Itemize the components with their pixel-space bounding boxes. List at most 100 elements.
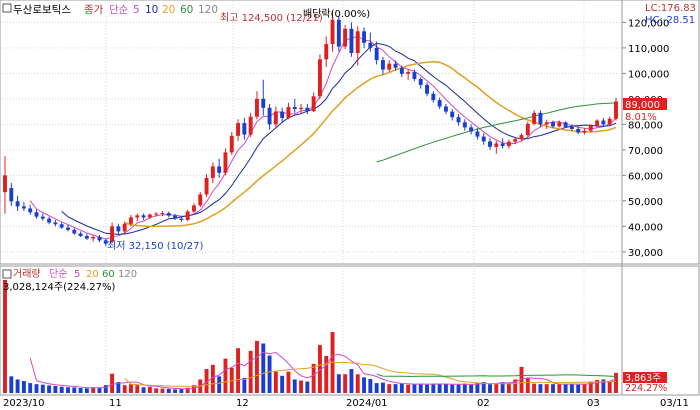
candle-body <box>97 237 102 241</box>
candle-body <box>595 120 600 126</box>
volume-bar <box>494 383 499 393</box>
last-volume: 3,863주 <box>625 373 661 384</box>
candle-body <box>506 141 511 147</box>
candle-body <box>569 126 574 129</box>
volume-ma-60-line <box>376 373 617 377</box>
date-tick-label: 03/11 <box>660 398 689 409</box>
candle-body <box>614 101 618 119</box>
candle-body <box>223 152 228 173</box>
volume-bar <box>28 383 33 393</box>
volume-bar <box>557 384 562 393</box>
volume-bar <box>47 385 52 393</box>
volume-bar <box>406 384 411 393</box>
candle-body <box>116 226 121 232</box>
candle-body <box>412 72 417 79</box>
volume-bar <box>286 371 291 393</box>
stock-name: 두산로보틱스 <box>13 4 71 16</box>
candle-body <box>299 107 304 110</box>
candle-body <box>494 143 499 147</box>
candle-body <box>236 123 241 136</box>
candle-body <box>292 107 297 110</box>
ma-60-label: 60 <box>180 4 193 16</box>
volume-bar <box>154 388 159 393</box>
candle-body <box>129 217 133 224</box>
volume-bar <box>324 356 329 393</box>
volume-bar <box>595 379 600 393</box>
candle-body <box>311 96 316 112</box>
candle-body <box>15 201 20 207</box>
candle-body <box>286 107 291 118</box>
volume-bar <box>399 383 404 393</box>
volume-bar <box>362 377 366 393</box>
candle-body <box>173 215 178 219</box>
candle-body <box>437 100 442 107</box>
volume-ma-20-line <box>124 361 617 387</box>
candle-body <box>160 213 165 215</box>
volume-label: 거래량 <box>13 268 41 280</box>
candle-body <box>66 227 70 230</box>
date-axis: 2023/10 11 12 2024/01 02 03 03/11 <box>3 398 689 409</box>
price-tick-label: 50,000 <box>628 197 663 208</box>
candle-body <box>576 128 581 133</box>
price-tick-label: 100,000 <box>628 69 669 80</box>
candle-body <box>229 135 234 153</box>
volume-bar <box>129 384 133 393</box>
volume-bar <box>9 376 14 393</box>
candle-series <box>3 10 618 247</box>
candle-body <box>450 111 455 118</box>
volume-bar <box>255 340 259 393</box>
candle-body <box>513 139 518 142</box>
volume-bar <box>40 384 45 393</box>
price-tick-label: 80,000 <box>628 120 663 131</box>
volume-bar <box>563 384 568 393</box>
vma-20-label: 20 <box>86 269 99 280</box>
ma-120-label: 120 <box>198 4 218 16</box>
candle-body <box>21 206 26 209</box>
candle-body <box>607 118 612 125</box>
volume-bar <box>160 388 165 393</box>
candle-body <box>582 130 587 133</box>
volume-ma-lines <box>29 351 617 390</box>
candle-body <box>431 93 436 101</box>
volume-bar <box>273 371 278 393</box>
volume-bar <box>204 369 209 393</box>
volume-bar <box>166 388 171 393</box>
vma-60-label: 60 <box>102 269 115 280</box>
volume-bar <box>374 383 379 393</box>
candle-body <box>324 44 329 60</box>
volume-bar <box>614 372 618 393</box>
date-tick-label: 2023/10 <box>3 398 45 409</box>
volume-bar <box>443 384 448 393</box>
candle-body <box>261 98 266 108</box>
volume-bar <box>110 373 115 393</box>
volume-bar <box>97 388 102 393</box>
candle-body <box>59 224 64 228</box>
candle-body <box>362 31 366 43</box>
candle-body <box>544 122 549 125</box>
candle-body <box>248 116 253 135</box>
volume-bar <box>280 375 285 393</box>
candle-body <box>387 63 392 70</box>
volume-bar <box>607 381 612 393</box>
volume-collapse-icon[interactable] <box>2 269 12 279</box>
candle-body <box>500 143 505 147</box>
candle-body <box>255 98 259 117</box>
volume-bar <box>34 384 39 393</box>
volume-bar <box>425 384 429 393</box>
volume-bar <box>3 270 7 393</box>
candle-body <box>462 122 467 128</box>
volume-bar <box>488 384 492 393</box>
volume-bar <box>223 358 228 393</box>
price-tick-label: 60,000 <box>628 171 663 182</box>
volume-bar <box>135 385 140 393</box>
ma-60-line <box>376 102 617 163</box>
volume-bar <box>343 374 348 393</box>
date-tick-label: 2024/01 <box>346 398 388 409</box>
volume-bar <box>437 384 442 393</box>
candle-body <box>84 236 89 239</box>
candle-body <box>198 194 203 206</box>
collapse-icon[interactable] <box>2 3 12 13</box>
volume-bar <box>261 343 266 393</box>
candle-body <box>425 84 429 94</box>
